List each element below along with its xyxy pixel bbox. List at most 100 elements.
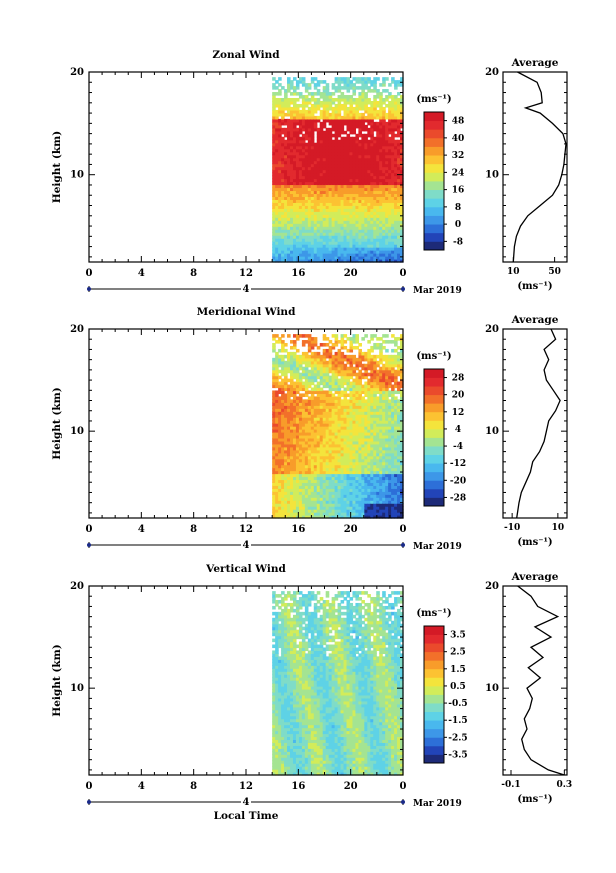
heatmap-cell bbox=[319, 482, 324, 486]
heatmap-cell bbox=[379, 366, 383, 371]
heatmap-cell bbox=[278, 387, 282, 392]
heatmap-cell bbox=[334, 118, 339, 123]
heatmap-cell bbox=[391, 109, 395, 114]
heatmap-cell bbox=[325, 250, 330, 254]
heatmap-cell bbox=[376, 214, 380, 218]
heatmap-cell bbox=[376, 506, 380, 510]
heatmap-cell bbox=[316, 238, 321, 242]
heatmap-cell bbox=[328, 482, 333, 486]
heatmap-cell bbox=[388, 100, 392, 105]
heatmap-cell bbox=[391, 121, 395, 126]
heatmap-cell bbox=[376, 151, 380, 156]
heatmap-cell bbox=[349, 124, 354, 129]
heatmap-cell bbox=[301, 253, 306, 257]
heatmap-cell bbox=[307, 369, 312, 374]
heatmap-cell bbox=[349, 259, 354, 263]
heatmap-cell bbox=[346, 77, 351, 81]
heatmap-cell bbox=[275, 154, 279, 159]
heatmap-cell bbox=[346, 259, 351, 263]
heatmap-cell bbox=[382, 127, 386, 132]
average-title: Average bbox=[511, 57, 559, 69]
heatmap-cell bbox=[331, 405, 336, 409]
heatmap-cell bbox=[349, 426, 354, 430]
heatmap-cell bbox=[331, 202, 336, 206]
heatmap-cell bbox=[287, 202, 291, 206]
heatmap-cell bbox=[298, 115, 303, 120]
heatmap-cell bbox=[394, 121, 398, 126]
heatmap-cell bbox=[364, 196, 368, 200]
heatmap-cell bbox=[295, 112, 300, 117]
heatmap-cell bbox=[298, 458, 303, 463]
heatmap-cell bbox=[328, 443, 333, 448]
heatmap-cell bbox=[316, 175, 321, 180]
heatmap-cell bbox=[313, 488, 318, 492]
heatmap-cell bbox=[304, 86, 309, 90]
heatmap-cell bbox=[337, 384, 342, 389]
heatmap-cell bbox=[295, 443, 300, 448]
heatmap-cell bbox=[373, 109, 377, 114]
heatmap-cell bbox=[287, 127, 291, 132]
heatmap-cell bbox=[382, 506, 386, 510]
heatmap-cell bbox=[304, 130, 309, 135]
heatmap-cell bbox=[376, 476, 380, 481]
heatmap-cell bbox=[325, 351, 330, 356]
heatmap-cell bbox=[284, 348, 288, 353]
heatmap-cell bbox=[343, 363, 348, 368]
heatmap-cell bbox=[334, 434, 339, 439]
heatmap-cell bbox=[397, 187, 401, 192]
heatmap-cell bbox=[337, 259, 342, 263]
heatmap-cell bbox=[385, 175, 389, 180]
heatmap-cell bbox=[307, 455, 312, 460]
heatmap-cell bbox=[355, 160, 359, 165]
heatmap-cell bbox=[349, 357, 354, 362]
heatmap-cell bbox=[328, 175, 333, 180]
heatmap-cell bbox=[370, 250, 374, 254]
heatmap-cell bbox=[361, 250, 365, 254]
heatmap-cell bbox=[310, 151, 315, 156]
heatmap-cell bbox=[358, 130, 362, 135]
heatmap-cell bbox=[319, 223, 324, 227]
heatmap-cell bbox=[290, 253, 294, 257]
heatmap-cell bbox=[275, 476, 279, 481]
heatmap-cell bbox=[358, 372, 362, 377]
heatmap-cell bbox=[316, 503, 321, 507]
heatmap-cell bbox=[391, 512, 395, 516]
heatmap-cell bbox=[382, 455, 386, 460]
heatmap-cell bbox=[316, 133, 321, 138]
heatmap-cell bbox=[287, 187, 291, 192]
heatmap-cell bbox=[367, 423, 371, 427]
heatmap-cell bbox=[364, 244, 368, 248]
heatmap-cell bbox=[370, 83, 374, 87]
heatmap-cell bbox=[319, 503, 324, 507]
heatmap-cell bbox=[319, 217, 324, 221]
heatmap-cell bbox=[319, 250, 324, 254]
heatmap-cell bbox=[370, 488, 374, 492]
heatmap-cell bbox=[349, 98, 354, 102]
heatmap-cell bbox=[388, 235, 392, 239]
heatmap-cell bbox=[346, 381, 351, 386]
heatmap-cell bbox=[352, 181, 357, 186]
heatmap-cell bbox=[391, 112, 395, 117]
heatmap-cell bbox=[388, 247, 392, 251]
heatmap-cell bbox=[346, 151, 351, 156]
heatmap-cell bbox=[290, 485, 294, 489]
heatmap-cell bbox=[331, 467, 336, 472]
heatmap-cell bbox=[278, 139, 282, 144]
heatmap-cell bbox=[287, 247, 291, 251]
heatmap-cell bbox=[364, 512, 368, 516]
heatmap-cell bbox=[355, 124, 359, 129]
heatmap-cell bbox=[331, 127, 336, 132]
heatmap-cell bbox=[367, 351, 371, 356]
heatmap-cell bbox=[292, 461, 297, 466]
heatmap-cell bbox=[331, 334, 336, 338]
heatmap-cell bbox=[322, 217, 327, 221]
heatmap-cell bbox=[358, 414, 362, 418]
heatmap-cell bbox=[313, 211, 318, 215]
heatmap-cell bbox=[328, 340, 333, 344]
heatmap-cell bbox=[337, 83, 342, 87]
heatmap-cell bbox=[292, 160, 297, 165]
heatmap-cell bbox=[272, 175, 276, 180]
heatmap-cell bbox=[292, 229, 297, 233]
heatmap-cell bbox=[313, 503, 318, 507]
heatmap-cell bbox=[334, 414, 339, 418]
